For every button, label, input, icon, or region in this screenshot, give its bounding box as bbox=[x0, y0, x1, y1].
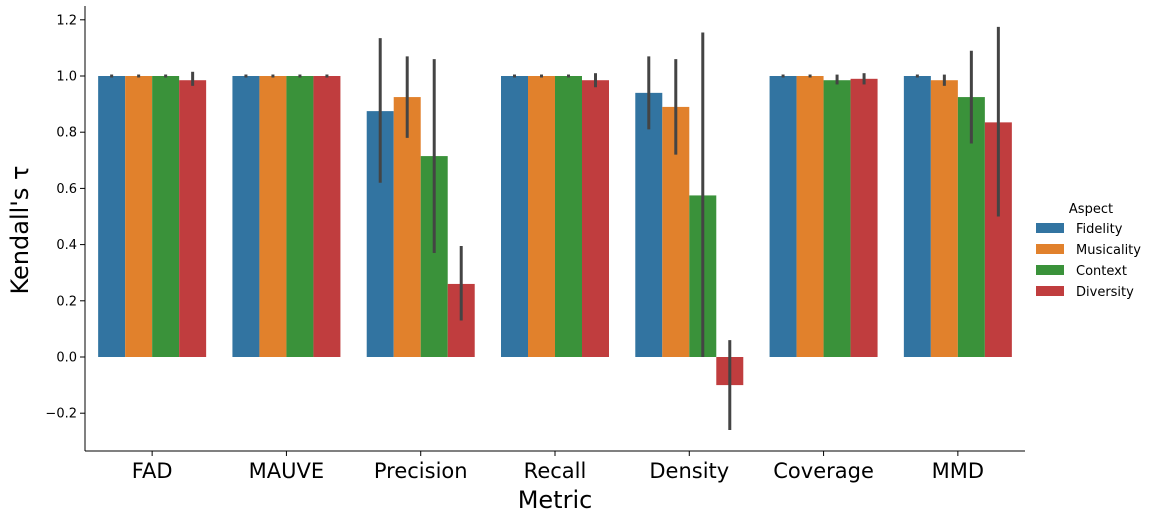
bar-coverage-fidelity bbox=[769, 76, 797, 357]
bar-mmd-fidelity bbox=[903, 76, 931, 357]
y-tick-label: −0.2 bbox=[45, 407, 77, 422]
y-tick-label: 0.4 bbox=[56, 238, 77, 253]
bar-fad-fidelity bbox=[98, 76, 126, 357]
bar-recall-diversity bbox=[582, 80, 609, 357]
legend: Aspect Fidelity Musicality Context Diversit… bbox=[1036, 202, 1141, 300]
legend-swatch-fidelity bbox=[1036, 223, 1064, 233]
y-axis-title: Kendall's τ bbox=[6, 166, 34, 295]
x-tick-label-mauve: MAUVE bbox=[249, 459, 325, 483]
bar-mauve-context bbox=[286, 76, 314, 357]
legend-swatch-context bbox=[1036, 265, 1064, 275]
bar-mauve-musicality bbox=[259, 76, 287, 357]
bar-fad-context bbox=[152, 76, 180, 357]
y-tick-label: 0.8 bbox=[56, 126, 77, 141]
bar-mauve-fidelity bbox=[232, 76, 260, 357]
x-tick-label-mmd: MMD bbox=[932, 459, 984, 483]
legend-label-fidelity: Fidelity bbox=[1076, 222, 1123, 237]
x-tick-label-precision: Precision bbox=[374, 459, 468, 483]
legend-label-musicality: Musicality bbox=[1076, 243, 1141, 258]
x-tick-label-fad: FAD bbox=[132, 459, 173, 483]
bar-precision-musicality bbox=[393, 97, 421, 357]
bar-density-fidelity bbox=[635, 92, 663, 358]
bars-layer bbox=[98, 76, 1012, 386]
bar-coverage-musicality bbox=[796, 76, 824, 357]
y-tick-label: 0.2 bbox=[56, 294, 77, 309]
bar-coverage-context bbox=[823, 80, 851, 357]
bar-mauve-diversity bbox=[313, 76, 341, 357]
x-axis-title: Metric bbox=[518, 486, 593, 510]
x-tick-label-coverage: Coverage bbox=[773, 459, 874, 483]
bar-recall-musicality bbox=[528, 76, 555, 357]
x-tick-label-recall: Recall bbox=[524, 459, 587, 483]
bar-mmd-musicality bbox=[930, 80, 958, 357]
bar-fad-diversity bbox=[179, 80, 207, 357]
axes-layer: FAD MAUVE Precision Recall Density Coverage MM… bbox=[45, 6, 1025, 483]
y-tick-label: 1.0 bbox=[56, 70, 77, 85]
bar-coverage-diversity bbox=[850, 78, 878, 357]
y-tick-label: 0.0 bbox=[56, 351, 77, 366]
y-tick-label: 0.6 bbox=[56, 182, 77, 197]
legend-title: Aspect bbox=[1069, 202, 1113, 217]
legend-label-diversity: Diversity bbox=[1076, 285, 1134, 300]
error-bars-layer bbox=[110, 26, 1000, 431]
legend-swatch-diversity bbox=[1036, 286, 1064, 296]
bar-fad-musicality bbox=[125, 76, 153, 357]
bar-recall-context bbox=[555, 76, 582, 357]
legend-label-context: Context bbox=[1076, 264, 1127, 279]
legend-swatch-musicality bbox=[1036, 244, 1064, 254]
bar-recall-fidelity bbox=[501, 76, 528, 357]
y-tick-label: 1.2 bbox=[56, 13, 77, 28]
x-tick-label-density: Density bbox=[649, 459, 729, 483]
